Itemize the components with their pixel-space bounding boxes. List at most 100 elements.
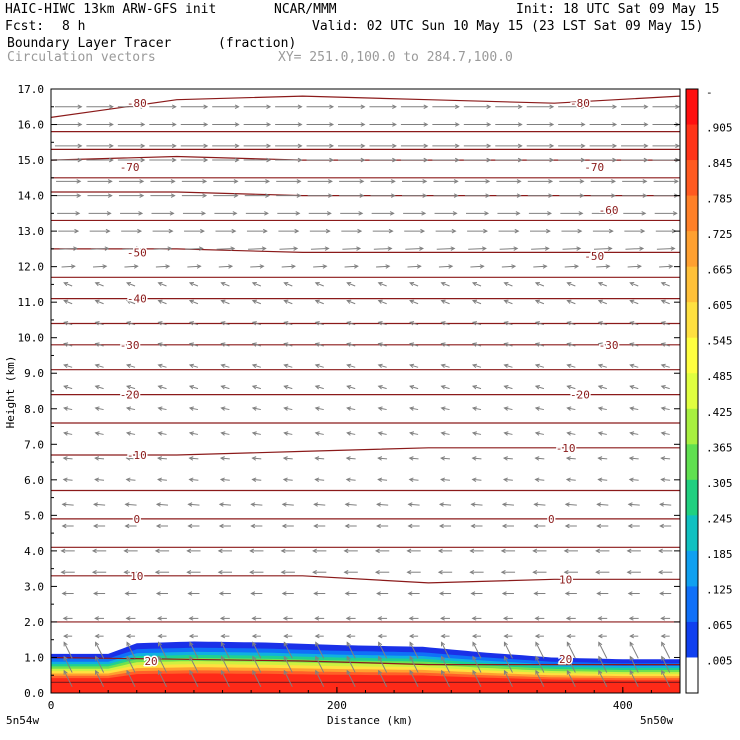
wind-vector bbox=[469, 569, 484, 575]
wind-vector bbox=[503, 342, 513, 347]
wind-vector bbox=[409, 655, 419, 673]
wind-vector bbox=[629, 321, 639, 326]
wind-vector bbox=[432, 122, 460, 127]
wind-vector bbox=[63, 406, 73, 411]
wind-vector bbox=[534, 342, 545, 347]
tracer-band-9 bbox=[51, 673, 680, 693]
wind-vector bbox=[60, 569, 75, 575]
wind-vector bbox=[346, 281, 356, 287]
model-title: HAIC-HIWC 13km ARW-GFS init bbox=[5, 2, 217, 17]
wind-vector bbox=[402, 193, 428, 198]
wind-vector bbox=[220, 431, 230, 436]
wind-vector bbox=[182, 211, 207, 216]
wind-vector bbox=[661, 655, 671, 673]
x-start-label: 5n54w bbox=[6, 714, 39, 727]
wind-vector bbox=[314, 385, 324, 390]
wind-vector bbox=[434, 211, 458, 216]
wind-vector bbox=[652, 104, 680, 110]
wind-vector bbox=[534, 385, 545, 390]
wind-vector bbox=[566, 299, 576, 305]
wind-vector bbox=[597, 456, 608, 461]
wind-vector bbox=[217, 569, 233, 575]
colorbar-frame bbox=[685, 88, 699, 694]
colorbar-label: .665 bbox=[706, 264, 733, 277]
wind-vector bbox=[63, 633, 73, 639]
wind-vector bbox=[629, 633, 639, 639]
wind-vector bbox=[566, 406, 576, 411]
wind-vector bbox=[409, 299, 419, 305]
wind-vector bbox=[283, 385, 293, 390]
wind-vector bbox=[157, 385, 167, 390]
wind-vector bbox=[498, 228, 520, 234]
wind-vector bbox=[471, 363, 482, 369]
wind-vector bbox=[309, 228, 331, 234]
wind-vector bbox=[470, 264, 485, 269]
wind-vector bbox=[149, 104, 177, 110]
wind-vector bbox=[124, 591, 137, 596]
wind-vector bbox=[118, 179, 145, 184]
wind-vector bbox=[660, 477, 671, 482]
wind-vector bbox=[409, 342, 419, 347]
wind-vector bbox=[532, 548, 547, 554]
wind-vector bbox=[502, 477, 513, 482]
wind-vector bbox=[94, 281, 104, 287]
wind-vector bbox=[186, 569, 201, 575]
wind-vector bbox=[564, 502, 577, 507]
x-tick-label: 400 bbox=[613, 699, 633, 712]
wind-vector bbox=[440, 321, 450, 326]
wind-vector bbox=[629, 342, 639, 347]
wind-vector bbox=[372, 228, 394, 234]
wind-vector bbox=[314, 406, 324, 411]
wind-vector bbox=[149, 157, 177, 163]
org-label: NCAR/MMM bbox=[274, 2, 337, 17]
wind-vector bbox=[597, 633, 607, 639]
wind-vector bbox=[377, 299, 387, 305]
wind-vector bbox=[157, 456, 167, 461]
wind-vector bbox=[496, 179, 522, 184]
wind-vector bbox=[497, 211, 521, 216]
wind-vector bbox=[189, 641, 199, 659]
wind-vector bbox=[472, 655, 482, 673]
wind-vector bbox=[218, 523, 231, 529]
colorbar-swatch bbox=[686, 266, 698, 303]
wind-vector bbox=[307, 193, 333, 198]
wind-vector bbox=[660, 299, 670, 305]
wind-vector bbox=[249, 548, 264, 554]
wind-vector bbox=[87, 193, 113, 198]
wind-vector bbox=[440, 633, 450, 639]
wind-vector bbox=[564, 523, 577, 529]
wind-vector bbox=[370, 179, 396, 184]
wind-vector bbox=[314, 477, 325, 482]
wind-vector bbox=[621, 143, 649, 149]
colorbar-label: - bbox=[706, 86, 713, 99]
wind-vector bbox=[244, 179, 271, 184]
wind-vector bbox=[61, 502, 74, 507]
wind-vector bbox=[534, 281, 545, 287]
contour-label: -20 bbox=[120, 389, 140, 402]
wind-vector bbox=[530, 228, 551, 234]
wind-vector bbox=[440, 431, 450, 436]
wind-vector bbox=[408, 456, 419, 461]
colorbar-swatch bbox=[686, 479, 698, 516]
wind-vector bbox=[54, 122, 83, 127]
wind-vector bbox=[597, 321, 607, 326]
wind-vector bbox=[595, 569, 610, 575]
wind-vector bbox=[245, 211, 269, 216]
contour-label: 10 bbox=[559, 573, 572, 586]
wind-vector bbox=[503, 431, 513, 436]
wind-vector bbox=[181, 179, 208, 184]
wind-vector bbox=[220, 342, 230, 347]
wind-vector bbox=[503, 321, 513, 326]
wind-vector bbox=[126, 669, 136, 688]
wind-vector bbox=[57, 211, 81, 216]
wind-vector bbox=[251, 477, 262, 482]
wind-vector bbox=[95, 655, 105, 673]
wind-vector bbox=[125, 363, 136, 369]
wind-vector bbox=[440, 299, 450, 305]
wind-vector bbox=[338, 143, 366, 149]
wind-vector bbox=[308, 211, 332, 216]
wind-vector bbox=[471, 406, 482, 411]
wind-vector bbox=[629, 406, 639, 411]
y-tick-label: 13.0 bbox=[18, 225, 45, 238]
wind-vector bbox=[94, 321, 104, 326]
